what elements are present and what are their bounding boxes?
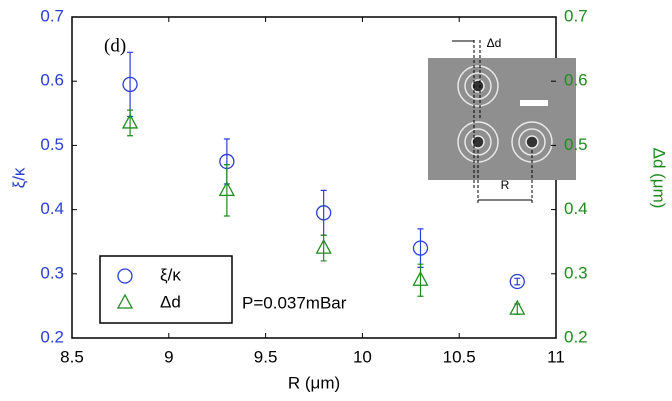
annotation: P=0.037mBar bbox=[242, 293, 347, 312]
y-tick-label: 0.6 bbox=[40, 71, 64, 90]
y-tick-label: 0.3 bbox=[40, 263, 64, 282]
x-tick-label: 10.5 bbox=[443, 347, 476, 366]
marker bbox=[412, 270, 429, 286]
y-tick-label: 0.7 bbox=[40, 6, 64, 25]
error-bar bbox=[127, 51, 134, 118]
x-tick-label: 8.5 bbox=[60, 347, 84, 366]
inset-guides bbox=[473, 40, 533, 205]
y2-tick-label: 0.4 bbox=[564, 199, 588, 218]
legend-marker bbox=[117, 268, 133, 284]
y2-tick-label: 0.6 bbox=[564, 71, 588, 90]
legend-marker bbox=[116, 293, 134, 309]
inset-image bbox=[428, 58, 576, 180]
y2-axis-label: Δd (μm) bbox=[650, 148, 669, 209]
marker bbox=[315, 238, 332, 254]
marker bbox=[121, 113, 139, 129]
y-tick-label: 0.2 bbox=[40, 327, 64, 346]
y2-tick-label: 0.2 bbox=[564, 327, 588, 346]
marker bbox=[122, 76, 138, 93]
x-tick-label: 9.5 bbox=[254, 347, 278, 366]
marker bbox=[412, 240, 429, 256]
error-bar bbox=[417, 263, 424, 297]
panel-label: (d) bbox=[104, 35, 126, 56]
error-bar bbox=[417, 228, 424, 268]
inset-label: R bbox=[501, 178, 510, 192]
error-bar bbox=[320, 189, 327, 236]
error-bar bbox=[223, 164, 230, 217]
error-bar bbox=[514, 277, 521, 286]
x-tick-label: 9 bbox=[164, 347, 173, 366]
y2-tick-label: 0.7 bbox=[564, 6, 588, 25]
y-tick-label: 0.5 bbox=[40, 135, 64, 154]
y-axis-label: ξ/κ bbox=[9, 167, 28, 188]
legend-label: ξ/κ bbox=[160, 265, 181, 284]
x-tick-label: 11 bbox=[547, 347, 565, 366]
y2-tick-label: 0.5 bbox=[564, 135, 588, 154]
marker bbox=[316, 205, 332, 221]
legend-label: Δd bbox=[160, 292, 181, 311]
marker bbox=[218, 180, 235, 196]
scale-bar bbox=[520, 100, 548, 106]
marker bbox=[509, 273, 525, 290]
y-tick-label: 0.4 bbox=[40, 199, 64, 218]
inset-label: Δd bbox=[487, 36, 502, 50]
x-axis-label: R (μm) bbox=[288, 373, 340, 392]
marker bbox=[509, 299, 526, 315]
inset bbox=[428, 40, 576, 205]
y2-tick-label: 0.3 bbox=[564, 263, 588, 282]
x-tick-label: 10 bbox=[353, 347, 372, 366]
legend-box bbox=[99, 255, 233, 324]
